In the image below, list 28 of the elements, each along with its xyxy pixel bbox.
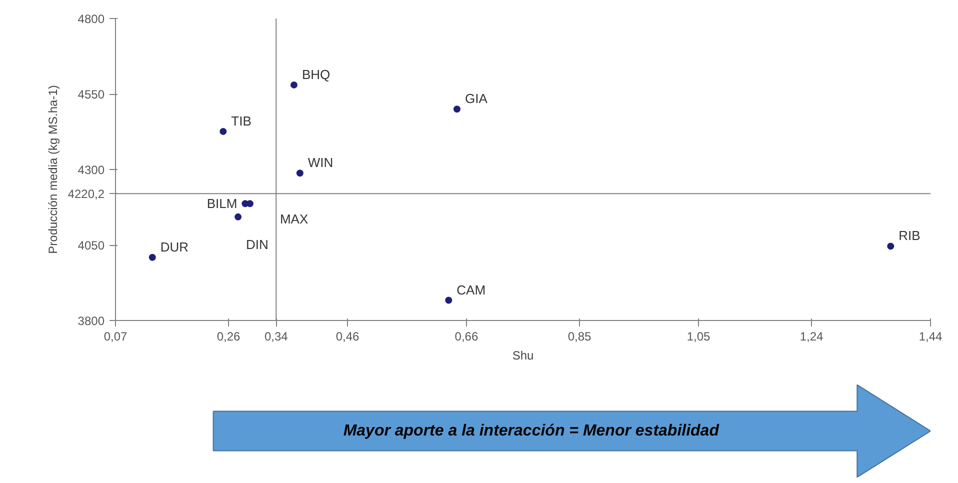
x-tick-label: 0,26 (216, 330, 241, 344)
x-tick-label: 0,66 (454, 330, 478, 344)
x-tick-label: 1,44 (918, 330, 943, 344)
annotation: DUR (160, 239, 189, 254)
y-tick-label: 4800 (78, 12, 105, 26)
y-tick-label: 4300 (78, 163, 105, 177)
x-tick-label: 1,24 (800, 330, 824, 344)
annotation: CAM (456, 282, 486, 298)
x-tick-label: 0,07 (104, 330, 128, 344)
y-tick-label: 4050 (78, 238, 105, 252)
y-tick-label: 4550 (78, 88, 105, 102)
x-tick-label: 1,05 (686, 330, 710, 344)
ref-line-label: 0,34 (264, 330, 288, 344)
annotation: GIA (464, 91, 488, 106)
annotation: WIN (308, 155, 334, 170)
x-axis-title: Shu (512, 348, 534, 362)
annotation: BHQ (302, 66, 330, 82)
annotation: DIN (246, 236, 268, 252)
annotation: RIB (898, 228, 920, 244)
x-tick-label: 0,46 (336, 330, 360, 344)
ref-line-label: 4220,2 (68, 187, 105, 202)
text: Mayor aporte a la interacción = Menor estabilidad (343, 422, 720, 440)
annotation: MAX (280, 212, 308, 227)
annotation: TIB (231, 113, 252, 128)
y-tick-label: 3800 (78, 314, 105, 328)
annotation: BILM (206, 196, 238, 212)
y-axis-title: Producción media (kg MS.ha-1) (46, 85, 60, 254)
x-tick-label: 0,85 (568, 330, 592, 344)
